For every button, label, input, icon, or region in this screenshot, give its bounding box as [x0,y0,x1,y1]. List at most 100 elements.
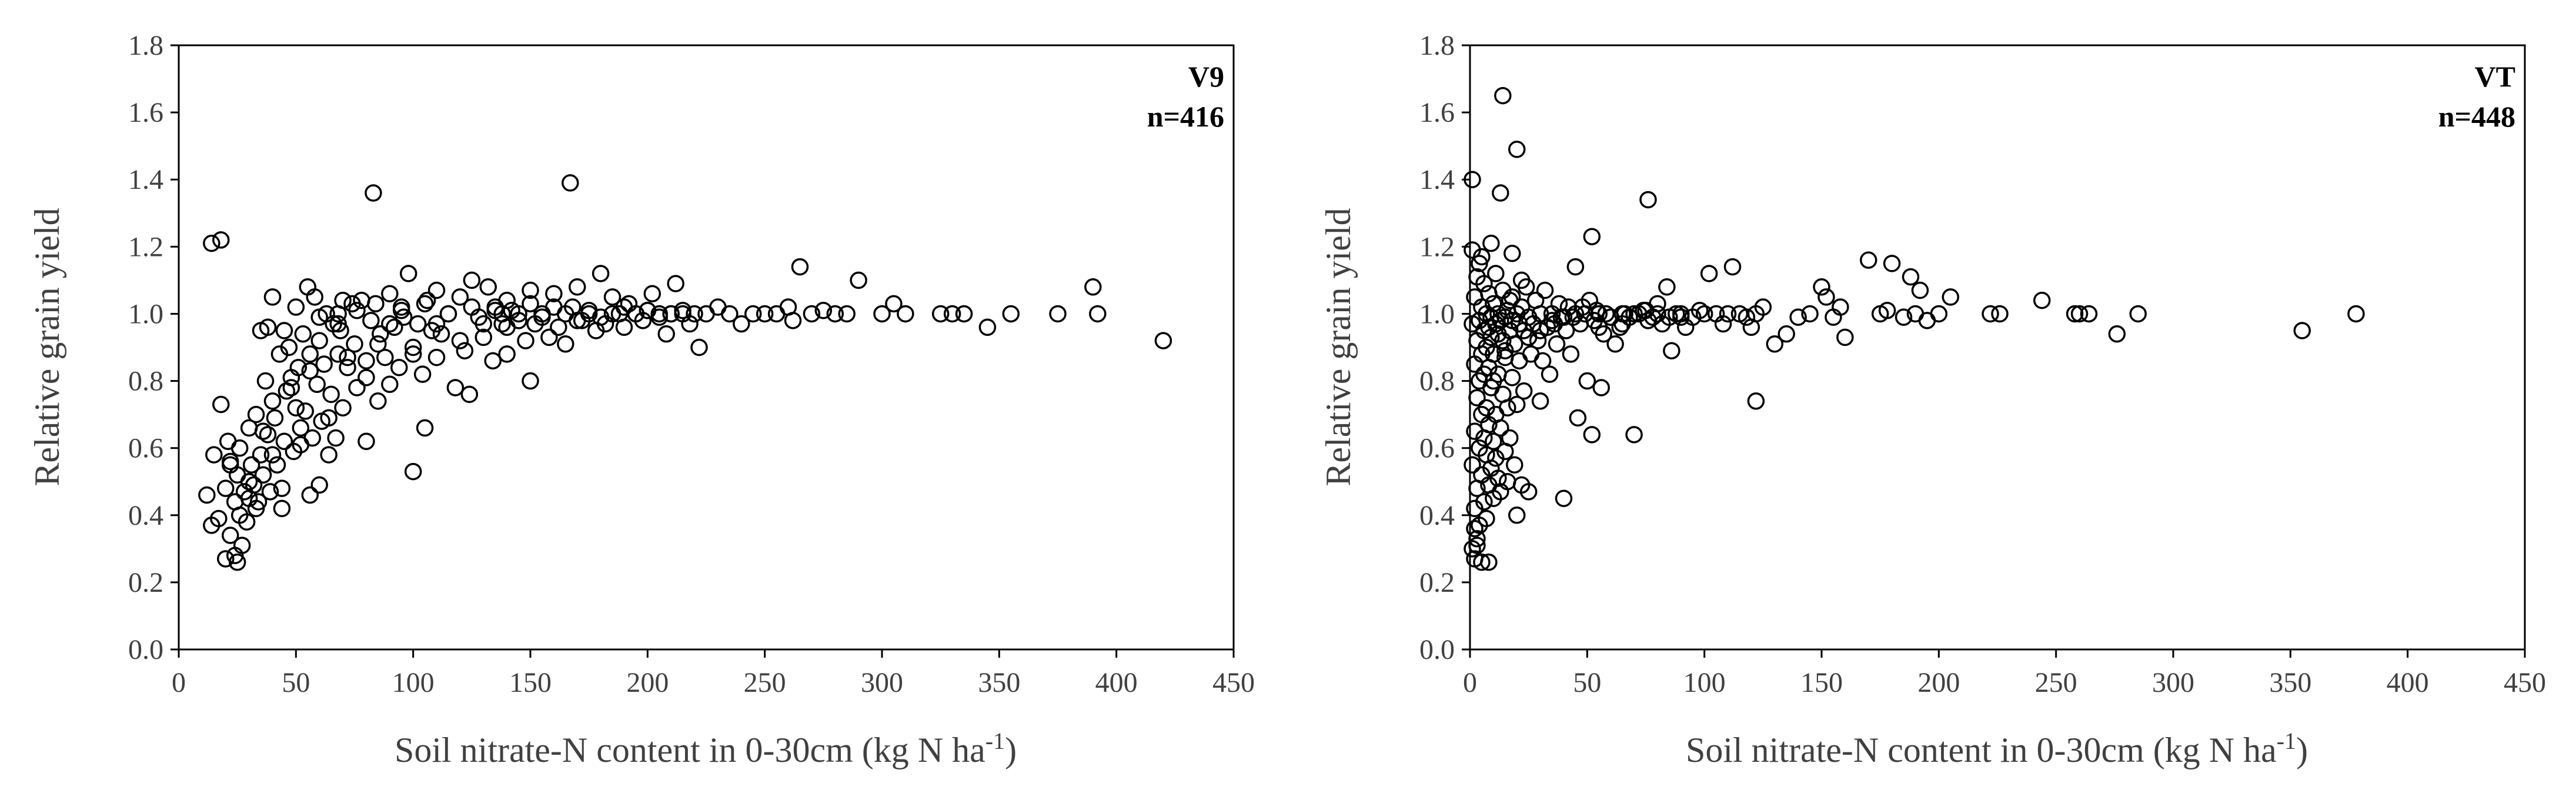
data-point [650,308,669,326]
data-point [451,288,469,306]
data-point [1637,301,1655,319]
x-tick-label: 450 [1212,667,1255,698]
data-point [386,318,403,336]
data-point [603,288,622,306]
data-point [1754,298,1772,316]
data-point [1942,288,1960,306]
x-tick-label: 300 [2152,667,2194,698]
y-tick-label: 0.8 [128,366,163,397]
data-point [873,305,891,323]
data-point [256,372,275,390]
data-point [301,345,319,363]
data-point [306,288,323,306]
data-point [268,456,286,474]
data-point [221,527,239,544]
data-point [1482,234,1500,252]
y-axis-title: Relative grain yield [1319,208,1358,486]
data-point [230,507,249,524]
data-point [1548,335,1566,353]
data-point [479,278,497,296]
data-point [897,305,914,323]
data-point [1663,342,1680,359]
data-point [259,426,277,444]
data-point [381,315,399,333]
data-point [280,338,298,356]
data-point [273,499,291,518]
data-point [1859,251,1877,269]
data-point [1492,419,1509,437]
data-point [252,446,270,464]
data-point [784,312,802,329]
sample-size-label: n=448 [2438,100,2515,133]
data-point [219,432,237,451]
data-point [2347,305,2365,323]
data-point [2070,305,2089,323]
data-point [310,332,328,349]
data-point [263,392,282,410]
data-point [540,328,558,346]
data-point [568,312,586,329]
data-point [1002,305,1020,323]
data-point [662,305,680,323]
data-point [427,281,446,299]
data-point [1464,171,1481,188]
panel-vt: Relative grain yield Soil nitrate-N cont… [1319,30,2546,769]
data-point [1597,305,1615,323]
data-point [550,318,567,336]
x-axis-title: Soil nitrate-N content in 0-30cm (kg N h… [395,728,1017,769]
data-point [1723,258,1742,276]
data-point [339,348,356,366]
data-point [240,472,258,491]
data-point [358,369,375,386]
data-point [210,509,228,528]
data-point [1569,409,1587,427]
x-tick-label: 200 [626,667,669,698]
data-point [522,295,539,313]
data-point [1508,141,1526,158]
data-point [1494,86,1512,105]
data-point [308,375,326,394]
data-point [329,345,347,363]
data-point [1690,301,1709,319]
data-point [261,483,279,501]
data-point [1557,322,1575,339]
data-point [885,295,903,313]
data-point [2108,325,2126,343]
data-point [216,479,235,497]
data-point [294,325,312,343]
y-tick-label: 0.4 [1419,500,1455,531]
data-point [475,328,493,346]
data-point [1695,305,1713,323]
data-point [1566,305,1585,323]
data-point [697,305,715,323]
data-point [1562,345,1580,363]
y-tick-label: 1.2 [128,231,163,262]
data-point [1089,305,1107,323]
x-ticks: 0 50 100 150 200 250 300 350 400 450 [172,649,1255,698]
y-tick-label: 1.8 [128,30,163,61]
data-point [381,285,399,302]
data-point [592,308,610,326]
data-point [2080,305,2098,323]
x-tick-label: 200 [1917,667,1960,698]
y-tick-label: 1.0 [128,298,163,329]
data-point [1543,312,1561,329]
data-point [289,358,308,376]
data-point [1836,328,1854,346]
data-point [1541,365,1559,383]
data-point [1503,244,1521,262]
data-point [287,298,305,316]
data-point [348,379,366,396]
data-point [1700,265,1718,282]
data-point [1883,255,1901,272]
y-axis-title: Relative grain yield [28,208,66,486]
data-point [1918,312,1936,329]
data-point [439,305,457,323]
data-point [392,301,410,319]
x-tick-label: 150 [509,667,552,698]
data-point [1583,228,1601,245]
data-point [334,399,352,417]
x-tick-label: 0 [172,667,186,698]
data-point [1533,352,1552,370]
x-tick-label: 100 [392,667,435,698]
